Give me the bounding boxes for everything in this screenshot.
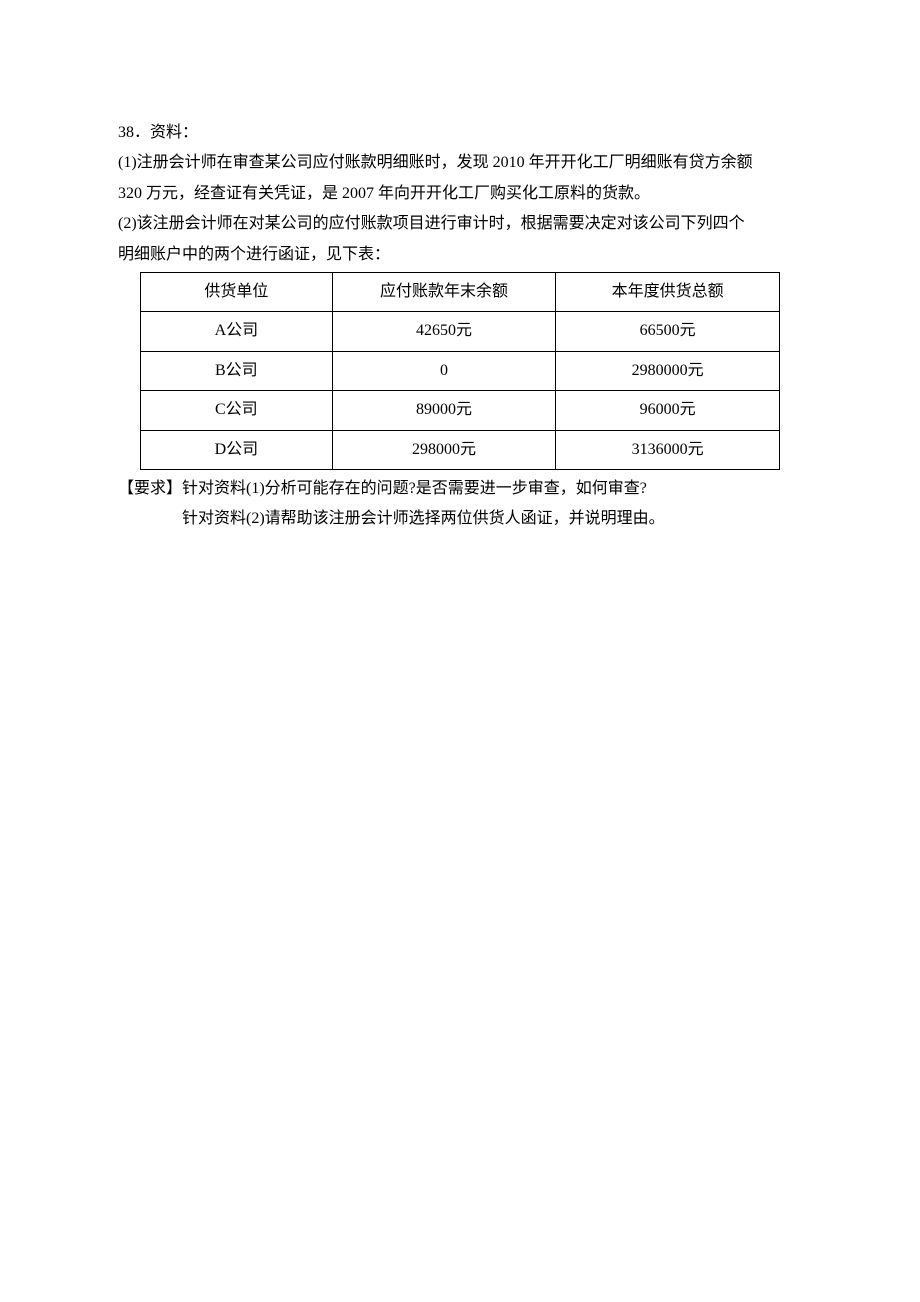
cell-supplier: D公司 xyxy=(141,430,333,469)
cell-supply: 3136000元 xyxy=(556,430,780,469)
item1-line1: (1)注册会计师在审查某公司应付账款明细账时，发现 2010 年开开化工厂明细账… xyxy=(118,148,802,178)
supplier-table: 供货单位 应付账款年末余额 本年度供货总额 A公司 42650元 66500元 … xyxy=(140,272,780,470)
item2-line2: 明细账户中的两个进行函证，见下表： xyxy=(118,240,802,270)
cell-balance: 0 xyxy=(332,351,556,390)
page-container: 38．资料： (1)注册会计师在审查某公司应付账款明细账时，发现 2010 年开… xyxy=(0,0,920,1302)
requirement-line2: 针对资料(2)请帮助该注册会计师选择两位供货人函证，并说明理由。 xyxy=(118,504,802,534)
table-row: B公司 0 2980000元 xyxy=(141,351,780,390)
cell-supply: 66500元 xyxy=(556,312,780,351)
requirement-line1: 【要求】针对资料(1)分析可能存在的问题?是否需要进一步审查，如何审查? xyxy=(118,474,802,504)
table-wrapper: 供货单位 应付账款年末余额 本年度供货总额 A公司 42650元 66500元 … xyxy=(118,272,802,470)
cell-supplier: C公司 xyxy=(141,391,333,430)
question-number: 38．资料： xyxy=(118,118,802,148)
header-supply: 本年度供货总额 xyxy=(556,272,780,311)
cell-supplier: B公司 xyxy=(141,351,333,390)
table-row: C公司 89000元 96000元 xyxy=(141,391,780,430)
cell-supply: 2980000元 xyxy=(556,351,780,390)
item1-line2: 320 万元，经查证有关凭证，是 2007 年向开开化工厂购买化工原料的货款。 xyxy=(118,179,802,209)
cell-balance: 89000元 xyxy=(332,391,556,430)
table-row: D公司 298000元 3136000元 xyxy=(141,430,780,469)
cell-supply: 96000元 xyxy=(556,391,780,430)
cell-supplier: A公司 xyxy=(141,312,333,351)
item2-line1: (2)该注册会计师在对某公司的应付账款项目进行审计时，根据需要决定对该公司下列四… xyxy=(118,209,802,239)
cell-balance: 298000元 xyxy=(332,430,556,469)
table-header-row: 供货单位 应付账款年末余额 本年度供货总额 xyxy=(141,272,780,311)
table-row: A公司 42650元 66500元 xyxy=(141,312,780,351)
header-balance: 应付账款年末余额 xyxy=(332,272,556,311)
cell-balance: 42650元 xyxy=(332,312,556,351)
header-supplier: 供货单位 xyxy=(141,272,333,311)
